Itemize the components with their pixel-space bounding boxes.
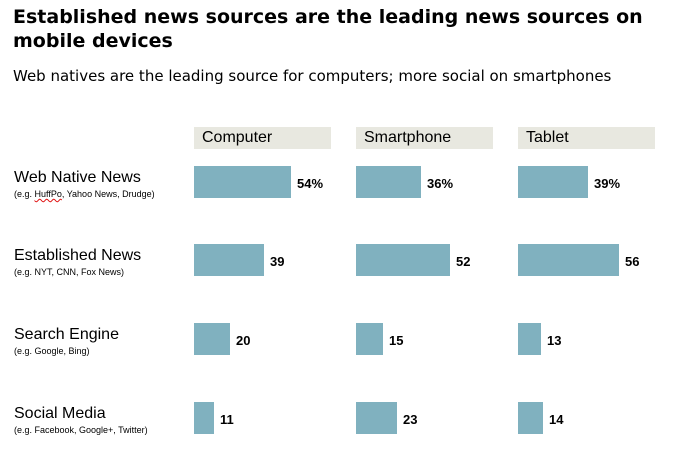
value-label-smartphone-web-native-news: 36% [427,176,454,191]
chart-subtitle: Web natives are the leading source for c… [13,67,612,85]
bar-smartphone-web-native-news [356,166,421,198]
value-label-computer-established-news: 39 [270,254,285,269]
bar-computer-web-native-news [194,166,291,198]
value-label-computer-web-native-news: 54% [297,176,324,191]
bar-tablet-web-native-news [518,166,588,198]
bar-smartphone-social-media [356,402,397,434]
panel-header-tablet: Tablet [518,127,655,149]
value-label-smartphone-social-media: 23 [403,412,418,427]
bar-smartphone-search-engine [356,323,383,355]
panel-header-computer: Computer [194,127,331,149]
row-example-social-media: (e.g. Facebook, Google+, Twitter) [14,425,148,435]
row-example-web-native-news: (e.g. HuffPo, Yahoo News, Drudge) [14,189,155,199]
value-label-smartphone-established-news: 52 [456,254,471,269]
value-label-tablet-web-native-news: 39% [594,176,621,191]
row-label-established-news: Established News [14,247,142,264]
value-label-tablet-search-engine: 13 [547,333,562,348]
value-label-computer-social-media: 11 [220,412,234,427]
bar-computer-established-news [194,244,264,276]
row-label-social-media: Social Media [14,405,106,422]
value-label-tablet-established-news: 56 [625,254,640,269]
row-example-search-engine: (e.g. Google, Bing) [14,346,90,356]
bar-computer-social-media [194,402,214,434]
row-label-search-engine: Search Engine [14,326,119,343]
bar-tablet-search-engine [518,323,541,355]
chart-title: Established news sources are the leading… [13,6,643,52]
row-example-established-news: (e.g. NYT, CNN, Fox News) [14,267,125,277]
bar-computer-search-engine [194,323,230,355]
value-label-smartphone-search-engine: 15 [389,333,404,348]
bar-tablet-established-news [518,244,619,276]
row-label-web-native-news: Web Native News [14,169,141,186]
value-label-tablet-social-media: 14 [549,412,564,427]
bar-smartphone-established-news [356,244,450,276]
panel-header-smartphone: Smartphone [356,127,493,149]
bar-tablet-social-media [518,402,543,434]
value-label-computer-search-engine: 20 [236,333,251,348]
